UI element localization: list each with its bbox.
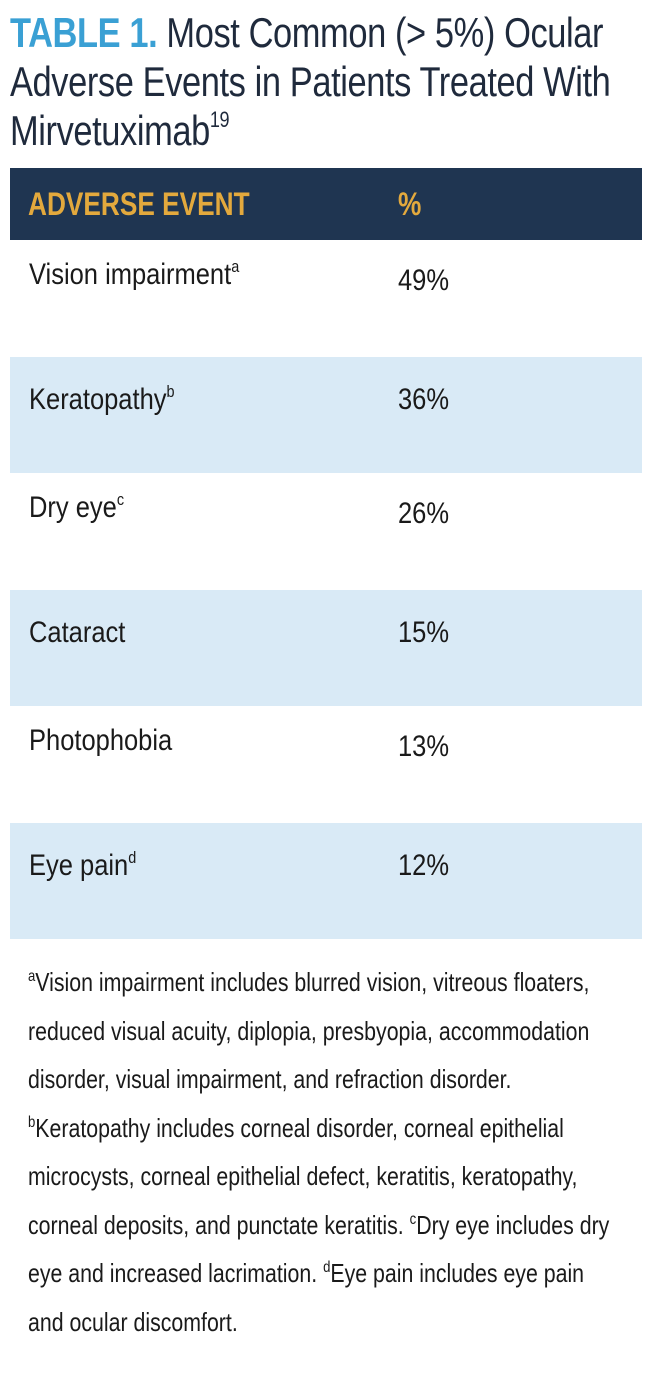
- table-footnotes: aVision impairment includes blurred visi…: [28, 958, 618, 1346]
- title-reference: 19: [209, 107, 230, 132]
- event-name: Cataract: [29, 615, 126, 649]
- table-row: Keratopathyb 36%: [10, 356, 642, 473]
- header-percent: %: [398, 185, 422, 222]
- footnote-text: Keratopathy includes corneal disorder, c…: [28, 1112, 578, 1240]
- event-name: Keratopathyb: [29, 381, 175, 416]
- table-title: TABLE 1. Most Common (> 5%) Ocular Adver…: [10, 8, 638, 155]
- table-number-label: TABLE 1.: [10, 9, 158, 56]
- footnote-mark: d: [128, 847, 137, 867]
- table-row: Dry eyec 26%: [10, 473, 642, 590]
- footnote-mark: b: [28, 1113, 36, 1131]
- footnote-text: Dry eye includes dry eye and increased l…: [28, 1209, 610, 1289]
- event-percent: 12%: [398, 848, 450, 882]
- footnote-mark: a: [28, 968, 36, 985]
- event-name: Vision impairmenta: [29, 257, 240, 291]
- header-adverse-event: ADVERSE EVENT: [28, 185, 250, 222]
- footnote-mark: c: [116, 490, 125, 509]
- event-percent: 13%: [398, 730, 450, 763]
- table-row: Vision impairmenta 49%: [10, 240, 642, 357]
- table-row: Cataract 15%: [10, 589, 642, 706]
- table-row: Eye paind 12%: [10, 822, 642, 939]
- footnote-mark: a: [231, 257, 240, 276]
- event-percent: 49%: [398, 264, 450, 297]
- footnote-text: Eye pain includes eye pain and ocular di…: [28, 1258, 585, 1337]
- footnote-mark: d: [323, 1259, 331, 1276]
- event-percent: 26%: [398, 497, 450, 530]
- footnote-mark: b: [166, 381, 175, 401]
- event-percent: 15%: [398, 615, 450, 649]
- footnote-text: Vision impairment includes blurred visio…: [28, 967, 590, 1094]
- event-name: Eye paind: [29, 847, 137, 882]
- table-row: Photophobia 13%: [10, 706, 642, 823]
- event-percent: 36%: [398, 382, 450, 416]
- event-name: Dry eyec: [29, 490, 125, 524]
- adverse-events-table: ADVERSE EVENT % Vision impairmenta 49% K…: [10, 168, 642, 939]
- table-header-row: ADVERSE EVENT %: [10, 168, 642, 240]
- event-name: Photophobia: [29, 724, 173, 757]
- table-title-text: Most Common (> 5%) Ocular Adverse Events…: [10, 9, 611, 154]
- footnote-mark: c: [409, 1210, 417, 1228]
